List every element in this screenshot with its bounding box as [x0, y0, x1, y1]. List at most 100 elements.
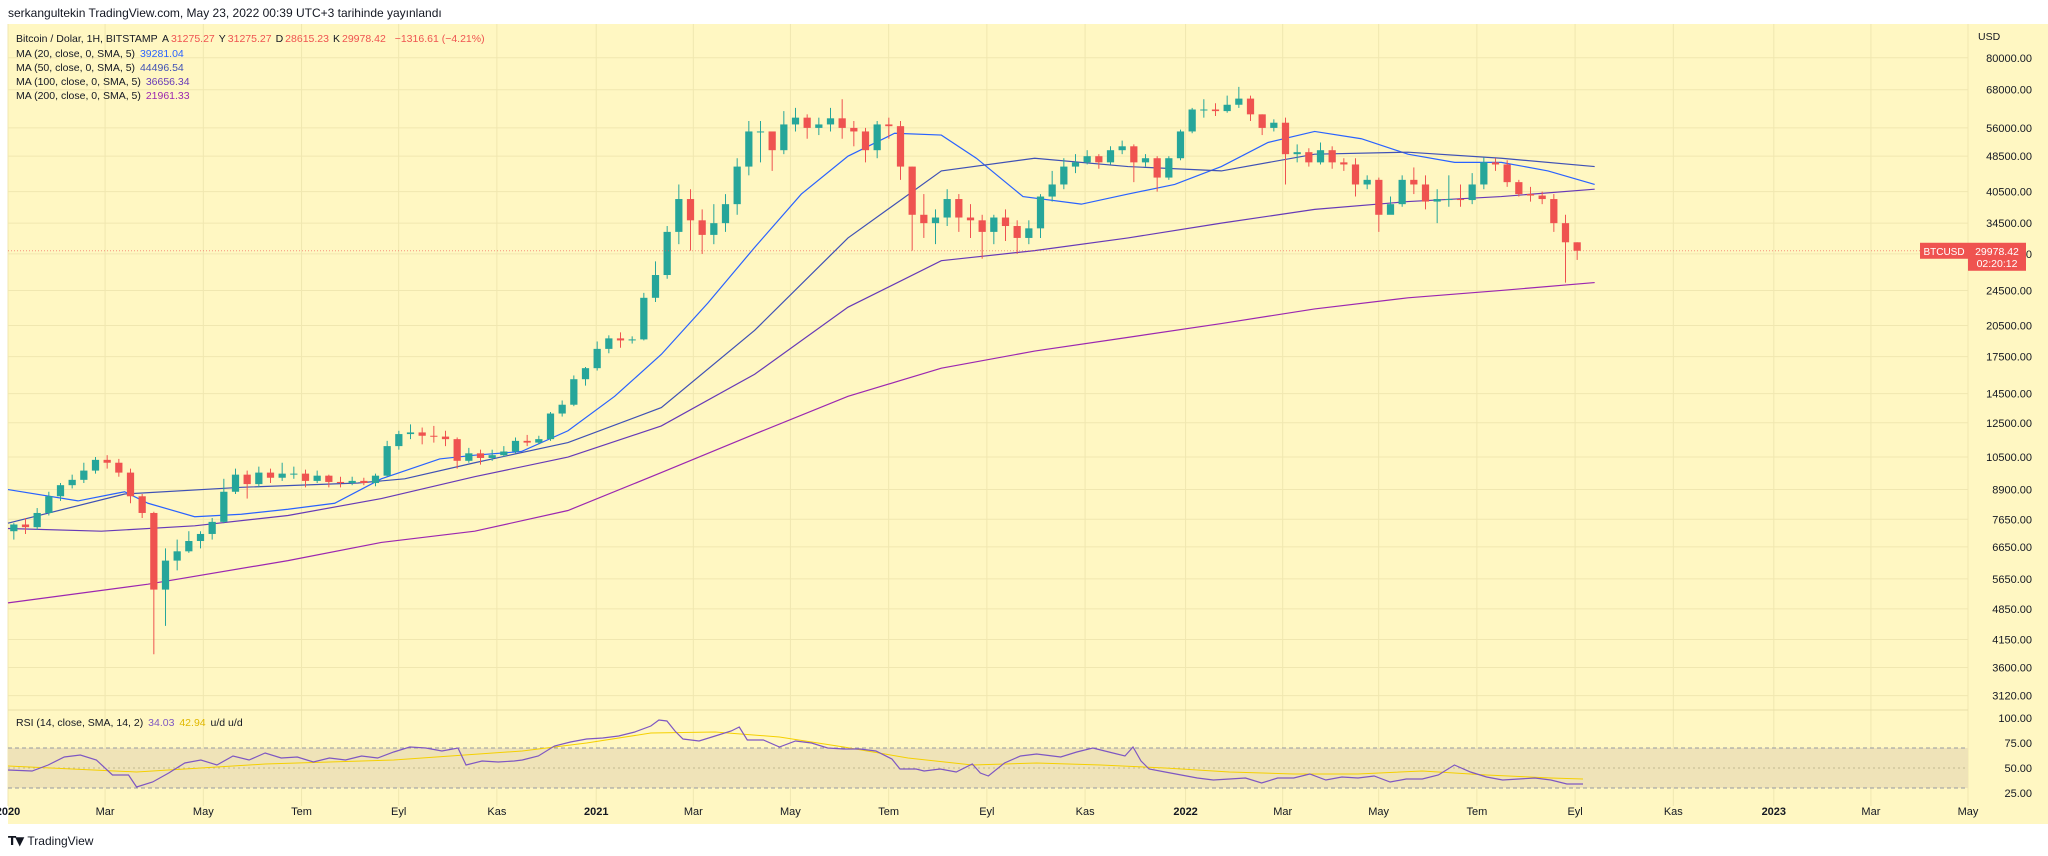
candle [348, 476, 356, 486]
candle-body [185, 541, 193, 552]
candle-body [605, 338, 613, 349]
candle [1211, 103, 1220, 116]
time-tick-label: Eyl [391, 806, 406, 818]
candle-body [500, 451, 508, 456]
candle [488, 449, 496, 461]
rsi-legend[interactable]: RSI (14, close, SMA, 14, 2) 34.03 42.94 … [16, 717, 245, 729]
candle [733, 158, 741, 215]
candle-body [10, 524, 18, 532]
last-price-symbol: BTCUSD [1923, 247, 1964, 258]
candle-body [1375, 179, 1383, 215]
candle [185, 531, 193, 553]
tradingview-logo[interactable]: T▼ TradingView [8, 834, 93, 848]
candle [1503, 160, 1511, 187]
candle [441, 430, 450, 447]
candle [325, 474, 333, 488]
candle [418, 427, 426, 445]
time-tick-label: May [1368, 806, 1389, 818]
candle [1270, 119, 1278, 132]
rsi-nd: u/d u/d [210, 717, 243, 729]
candle [756, 121, 765, 163]
last-price-label: BTCUSD 29978.42 02:20:12 [1920, 242, 2026, 271]
candle [1363, 175, 1371, 190]
candle-body [710, 223, 718, 235]
candle [546, 412, 555, 441]
price-tick-label: 4850.00 [1992, 604, 2032, 616]
candle [255, 466, 263, 488]
candle [126, 468, 135, 504]
ma20-legend[interactable]: MA (20, close, 0, SMA, 5) 39281.04 [16, 48, 186, 60]
candle-body [1433, 199, 1441, 202]
candle [103, 455, 111, 469]
candle [1468, 173, 1476, 205]
candle-body [255, 472, 263, 485]
time-tick-label: Eyl [1567, 806, 1582, 818]
candle-body [1398, 179, 1406, 205]
candle [336, 476, 345, 488]
candle-body [733, 166, 741, 205]
candle [803, 114, 811, 139]
candle-body [1130, 146, 1138, 163]
ma200-legend[interactable]: MA (200, close, 0, SMA, 5) 21961.33 [16, 90, 192, 102]
time-tick-label: Tem [1466, 806, 1487, 818]
price-tick-label: 34500.00 [1986, 218, 2032, 230]
price-tick-label: 3600.00 [1992, 662, 2032, 674]
candle-body [628, 339, 636, 341]
candle-body [1491, 162, 1500, 165]
candle-body [1235, 98, 1243, 105]
candle-body [1340, 162, 1348, 165]
ma200-value: 21961.33 [145, 90, 190, 102]
candle-body [1258, 114, 1266, 128]
candle [371, 473, 380, 487]
candle [943, 189, 951, 227]
candle-body [803, 117, 811, 128]
rsi-tick-label: 25.00 [2004, 788, 2032, 800]
ma100-label: MA (100, close, 0, SMA, 5) [16, 76, 141, 88]
time-tick-label: 2021 [584, 806, 608, 818]
candle [150, 511, 158, 655]
candle-body [570, 379, 578, 405]
candle [651, 261, 660, 303]
candle [780, 111, 788, 155]
candle [1188, 107, 1196, 134]
bar-countdown: 02:20:12 [1977, 258, 2018, 270]
candle [1281, 117, 1290, 185]
price-tick-label: 5650.00 [1992, 574, 2032, 586]
candle-body [1176, 131, 1185, 159]
candle-body [815, 124, 823, 128]
candle [21, 518, 30, 534]
price-tick-label: 7650.00 [1992, 514, 2032, 526]
candle-body [220, 491, 228, 522]
candle-body [1456, 199, 1465, 201]
candle-body [1200, 109, 1208, 111]
symbol-legend[interactable]: Bitcoin / Dolar, 1H, BITSTAMP A 31275.27 Y… [16, 33, 487, 45]
ma100-legend[interactable]: MA (100, close, 0, SMA, 5) 36656.34 [16, 76, 192, 88]
price-tick-label: 48500.00 [1986, 151, 2032, 163]
main-pane-bg [8, 24, 1968, 710]
candle [383, 440, 391, 477]
candle [1421, 175, 1430, 210]
candle-body [173, 551, 181, 561]
candle-body [150, 512, 158, 590]
candle [1293, 144, 1301, 163]
ohlc-A: A 31275.27 [161, 33, 215, 45]
rsi-tick-label: 75.00 [2004, 738, 2032, 750]
candle [196, 531, 205, 549]
candle [406, 424, 415, 440]
candle [1526, 186, 1535, 202]
candle-body [301, 473, 310, 481]
candle-body [1305, 152, 1313, 163]
price-axis-bg [1968, 24, 2048, 806]
candle-body [1515, 182, 1523, 195]
candle-body [325, 475, 333, 482]
candle [990, 214, 998, 245]
candle [173, 539, 181, 571]
candle-body [1106, 150, 1115, 163]
candle-body [488, 455, 496, 458]
candle-body [68, 479, 76, 486]
ma50-legend[interactable]: MA (50, close, 0, SMA, 5) 44496.54 [16, 62, 186, 74]
candle-body [1363, 179, 1371, 185]
candle [1410, 167, 1418, 195]
candle [1060, 158, 1068, 190]
